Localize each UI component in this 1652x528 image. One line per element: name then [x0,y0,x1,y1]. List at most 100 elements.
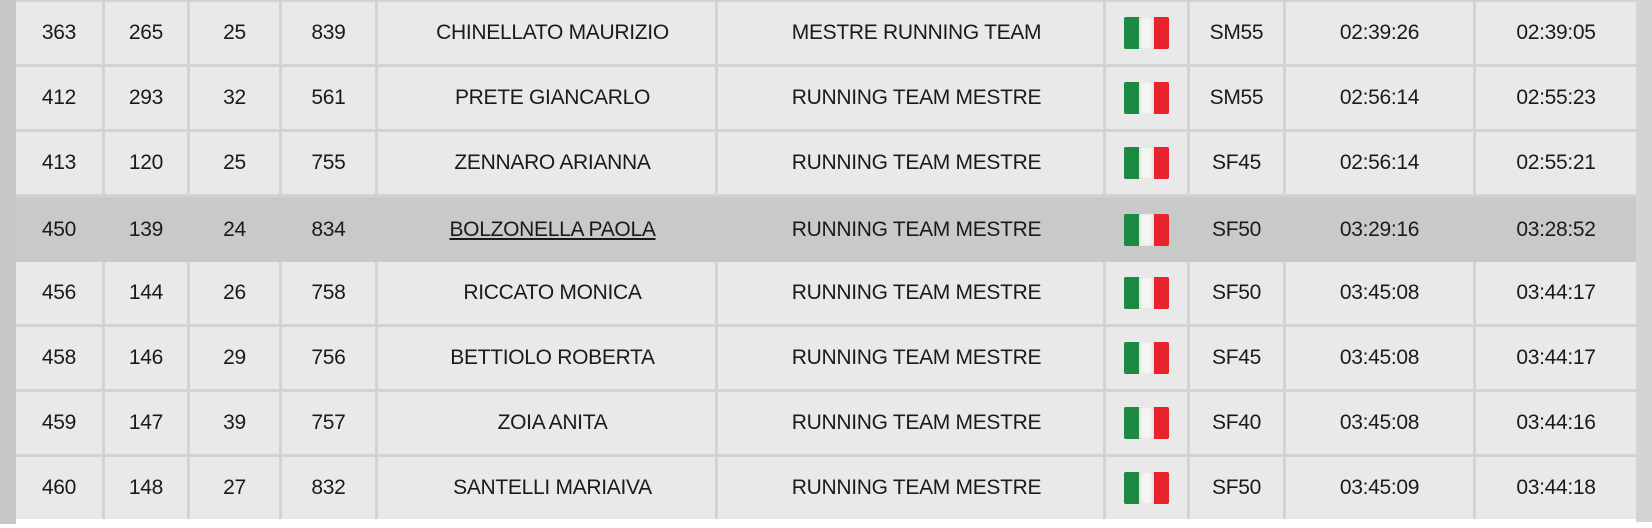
italy-flag-icon [1124,147,1169,179]
cell-overall-position: 450 [16,197,102,262]
athlete-name-link[interactable]: ZOIA ANITA [497,411,608,434]
results-rows: 363 265 25 839 CHINELLATO MAURIZIO MESTR… [16,2,1636,519]
cell-bib-number: 839 [282,2,375,64]
table-row: 459 147 39 757 ZOIA ANITA RUNNING TEAM M… [16,392,1636,454]
cell-official-time: 03:45:08 [1286,327,1473,389]
cell-nationality [1106,392,1187,454]
cell-athlete-name[interactable]: SANTELLI MARIAIVA [378,457,715,519]
italy-flag-icon [1124,213,1169,246]
cell-gender-position: 148 [105,457,187,519]
cell-official-time: 03:45:08 [1286,262,1473,324]
cell-team-name: RUNNING TEAM MESTRE [718,457,1103,519]
cell-official-time: 03:45:08 [1286,392,1473,454]
cell-nationality [1106,327,1187,389]
cell-team-name: RUNNING TEAM MESTRE [718,197,1103,262]
cell-real-time: 02:55:23 [1476,67,1636,129]
cell-gender-position: 120 [105,132,187,194]
cell-category-position: 24 [190,197,279,262]
table-row: 450 139 24 834 BOLZONELLA PAOLA RUNNING … [16,197,1636,262]
cell-category: SF50 [1190,262,1283,324]
cell-category-position: 26 [190,262,279,324]
cell-category-position: 39 [190,392,279,454]
cell-overall-position: 412 [16,67,102,129]
cell-category-position: 32 [190,67,279,129]
italy-flag-icon [1124,342,1169,374]
cell-real-time: 02:39:05 [1476,2,1636,64]
cell-gender-position: 265 [105,2,187,64]
cell-category: SF50 [1190,197,1283,262]
cell-overall-position: 460 [16,457,102,519]
cell-category: SM55 [1190,67,1283,129]
cell-real-time: 03:44:17 [1476,262,1636,324]
cell-category: SF40 [1190,392,1283,454]
table-row: 460 148 27 832 SANTELLI MARIAIVA RUNNING… [16,457,1636,519]
cell-category-position: 29 [190,327,279,389]
cell-gender-position: 147 [105,392,187,454]
cell-overall-position: 413 [16,132,102,194]
cell-category: SM55 [1190,2,1283,64]
table-row: 458 146 29 756 BETTIOLO ROBERTA RUNNING … [16,327,1636,389]
cell-athlete-name[interactable]: RICCATO MONICA [378,262,715,324]
italy-flag-icon [1124,17,1169,49]
athlete-name-link[interactable]: BOLZONELLA PAOLA [449,217,656,241]
athlete-name-link[interactable]: RICCATO MONICA [463,281,642,304]
athlete-name-link[interactable]: BETTIOLO ROBERTA [450,346,655,369]
results-table: 363 265 25 839 CHINELLATO MAURIZIO MESTR… [16,0,1636,519]
cell-overall-position: 363 [16,2,102,64]
italy-flag-icon [1124,472,1169,504]
cell-official-time: 02:56:14 [1286,132,1473,194]
athlete-name-link[interactable]: PRETE GIANCARLO [454,86,651,109]
cell-official-time: 03:29:16 [1286,197,1473,262]
cell-category-position: 25 [190,2,279,64]
cell-category-position: 25 [190,132,279,194]
cell-athlete-name[interactable]: BETTIOLO ROBERTA [378,327,715,389]
cell-nationality [1106,67,1187,129]
cell-team-name: RUNNING TEAM MESTRE [718,67,1103,129]
cell-real-time: 02:55:21 [1476,132,1636,194]
athlete-name-link[interactable]: CHINELLATO MAURIZIO [436,21,669,44]
italy-flag-icon [1124,277,1169,309]
table-top-border [16,0,1636,2]
cell-team-name: RUNNING TEAM MESTRE [718,262,1103,324]
cell-team-name: RUNNING TEAM MESTRE [718,327,1103,389]
table-row: 413 120 25 755 ZENNARO ARIANNA RUNNING T… [16,132,1636,194]
cell-overall-position: 458 [16,327,102,389]
athlete-name-link[interactable]: SANTELLI MARIAIVA [453,476,652,499]
cell-overall-position: 456 [16,262,102,324]
cell-athlete-name[interactable]: BOLZONELLA PAOLA [378,197,715,262]
cell-athlete-name[interactable]: CHINELLATO MAURIZIO [378,2,715,64]
cell-nationality [1106,2,1187,64]
cell-nationality [1106,197,1187,262]
cell-category-position: 27 [190,457,279,519]
cell-bib-number: 561 [282,67,375,129]
cell-overall-position: 459 [16,392,102,454]
cell-athlete-name[interactable]: ZENNARO ARIANNA [378,132,715,194]
cell-real-time: 03:44:17 [1476,327,1636,389]
cell-gender-position: 139 [105,197,187,262]
cell-category: SF45 [1190,132,1283,194]
cell-bib-number: 756 [282,327,375,389]
italy-flag-icon [1124,82,1169,114]
cell-athlete-name[interactable]: PRETE GIANCARLO [378,67,715,129]
cell-gender-position: 146 [105,327,187,389]
cell-nationality [1106,262,1187,324]
cell-category: SF50 [1190,457,1283,519]
athlete-name-link[interactable]: ZENNARO ARIANNA [454,151,651,174]
cell-real-time: 03:44:16 [1476,392,1636,454]
cell-bib-number: 757 [282,392,375,454]
cell-official-time: 02:39:26 [1286,2,1473,64]
cell-nationality [1106,457,1187,519]
cell-team-name: RUNNING TEAM MESTRE [718,392,1103,454]
table-row: 363 265 25 839 CHINELLATO MAURIZIO MESTR… [16,2,1636,64]
cell-team-name: RUNNING TEAM MESTRE [718,132,1103,194]
table-row: 456 144 26 758 RICCATO MONICA RUNNING TE… [16,262,1636,324]
cell-category: SF45 [1190,327,1283,389]
right-background-strip [1636,0,1652,522]
cell-bib-number: 755 [282,132,375,194]
cell-official-time: 03:45:09 [1286,457,1473,519]
left-background-strip [0,0,16,524]
cell-gender-position: 293 [105,67,187,129]
cell-bib-number: 834 [282,197,375,262]
cell-athlete-name[interactable]: ZOIA ANITA [378,392,715,454]
